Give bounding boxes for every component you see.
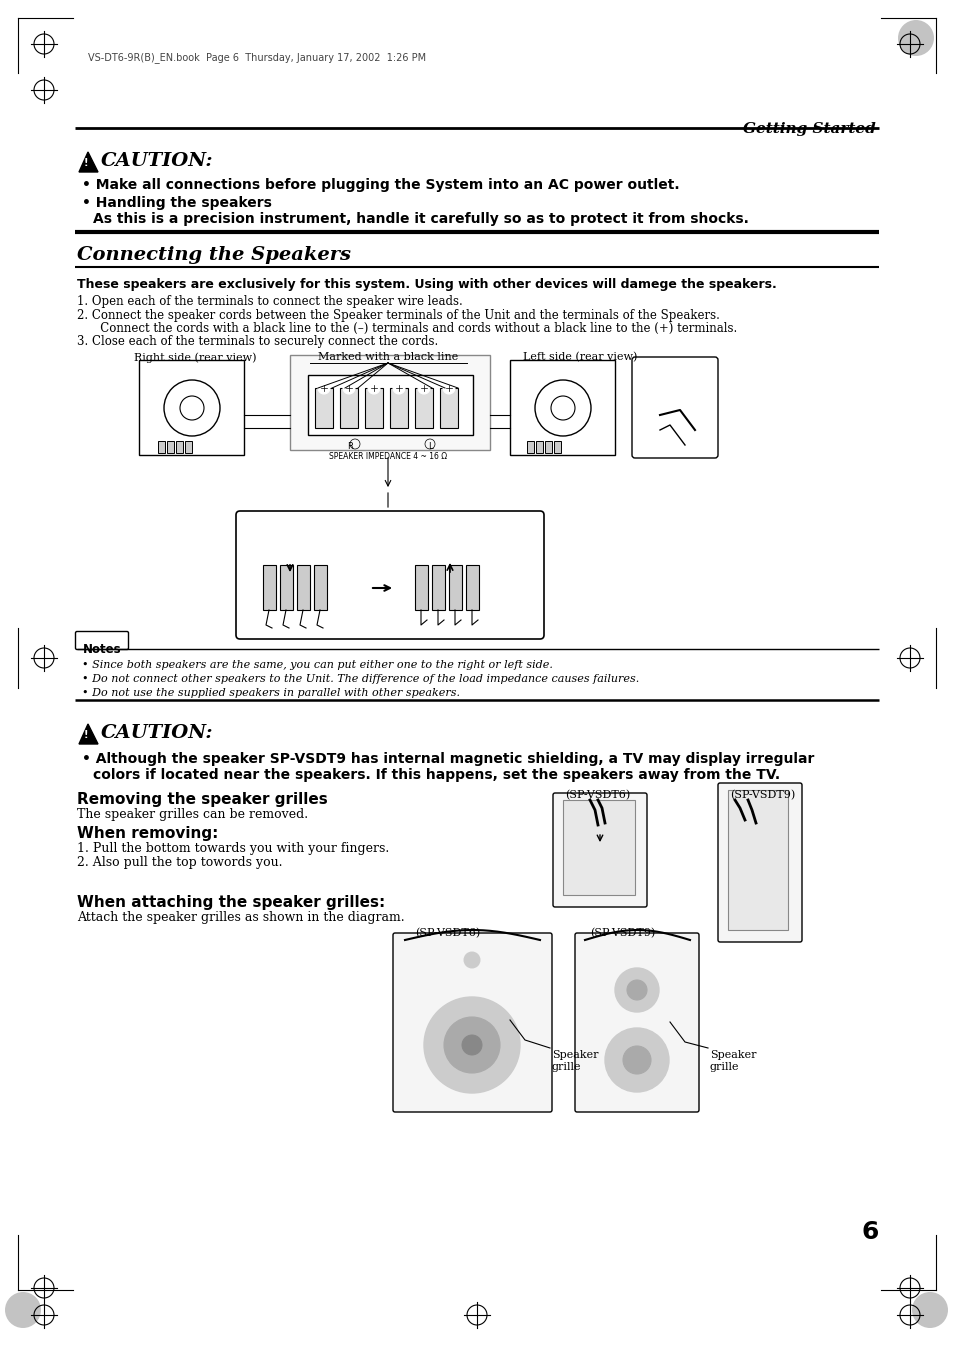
- Text: colors if located near the speakers. If this happens, set the speakers away from: colors if located near the speakers. If …: [92, 767, 780, 782]
- Text: • Do not connect other speakers to the Unit. The difference of the load impedanc: • Do not connect other speakers to the U…: [82, 674, 639, 684]
- Text: Speaker
grille: Speaker grille: [709, 1050, 756, 1071]
- Text: When removing:: When removing:: [77, 825, 218, 842]
- Text: CAUTION:: CAUTION:: [101, 724, 213, 742]
- FancyBboxPatch shape: [718, 784, 801, 942]
- Circle shape: [461, 1035, 481, 1055]
- Text: The speaker grilles can be removed.: The speaker grilles can be removed.: [77, 808, 308, 821]
- FancyBboxPatch shape: [290, 355, 490, 450]
- Circle shape: [604, 1028, 668, 1092]
- Text: CAUTION:: CAUTION:: [101, 153, 213, 170]
- FancyBboxPatch shape: [158, 440, 165, 453]
- FancyBboxPatch shape: [314, 388, 333, 428]
- Text: Getting Started: Getting Started: [742, 122, 875, 136]
- Text: (SP-VSDT9): (SP-VSDT9): [589, 928, 655, 939]
- Circle shape: [368, 382, 379, 394]
- FancyBboxPatch shape: [314, 565, 327, 611]
- FancyBboxPatch shape: [727, 790, 787, 929]
- FancyBboxPatch shape: [175, 440, 183, 453]
- FancyBboxPatch shape: [185, 440, 192, 453]
- Text: Marked with a black line: Marked with a black line: [317, 353, 457, 362]
- FancyBboxPatch shape: [536, 440, 542, 453]
- Circle shape: [5, 1292, 41, 1328]
- Circle shape: [463, 952, 479, 969]
- FancyBboxPatch shape: [562, 800, 635, 894]
- FancyBboxPatch shape: [510, 359, 615, 455]
- Text: 2. Connect the speaker cords between the Speaker terminals of the Unit and the t: 2. Connect the speaker cords between the…: [77, 309, 720, 322]
- FancyBboxPatch shape: [575, 934, 699, 1112]
- Circle shape: [317, 382, 330, 394]
- Circle shape: [615, 969, 659, 1012]
- Text: 2. Also pull the top towords you.: 2. Also pull the top towords you.: [77, 857, 282, 869]
- Text: !: !: [84, 730, 89, 740]
- Text: • Since both speakers are the same, you can put either one to the right or left : • Since both speakers are the same, you …: [82, 661, 553, 670]
- Circle shape: [343, 382, 355, 394]
- Text: Removing the speaker grilles: Removing the speaker grilles: [77, 792, 328, 807]
- FancyBboxPatch shape: [526, 440, 534, 453]
- Circle shape: [417, 382, 430, 394]
- Circle shape: [626, 979, 646, 1000]
- FancyBboxPatch shape: [390, 388, 408, 428]
- Text: (SP-VSDT9): (SP-VSDT9): [729, 790, 795, 800]
- FancyBboxPatch shape: [393, 934, 552, 1112]
- FancyBboxPatch shape: [263, 565, 275, 611]
- Text: 6: 6: [861, 1220, 878, 1244]
- Text: 1. Open each of the terminals to connect the speaker wire leads.: 1. Open each of the terminals to connect…: [77, 295, 462, 308]
- Text: (SP-VSDT6): (SP-VSDT6): [564, 790, 630, 800]
- Text: 3. Close each of the terminals to securely connect the cords.: 3. Close each of the terminals to secure…: [77, 335, 437, 349]
- Circle shape: [911, 1292, 947, 1328]
- Text: • Although the speaker SP-VSDT9 has internal magnetic shielding, a TV may displa: • Although the speaker SP-VSDT9 has inte…: [82, 753, 814, 766]
- Circle shape: [897, 20, 933, 55]
- Text: Notes: Notes: [83, 643, 121, 657]
- Text: As this is a precision instrument, handle it carefully so as to protect it from : As this is a precision instrument, handl…: [92, 212, 748, 226]
- Text: Right side (rear view): Right side (rear view): [133, 353, 256, 362]
- Circle shape: [622, 1046, 650, 1074]
- Text: • Make all connections before plugging the System into an AC power outlet.: • Make all connections before plugging t…: [82, 178, 679, 192]
- Polygon shape: [79, 153, 98, 172]
- FancyBboxPatch shape: [167, 440, 173, 453]
- Text: !: !: [84, 158, 89, 168]
- FancyBboxPatch shape: [432, 565, 444, 611]
- FancyBboxPatch shape: [631, 357, 718, 458]
- FancyBboxPatch shape: [544, 440, 552, 453]
- Text: • Handling the speakers: • Handling the speakers: [82, 196, 272, 209]
- Text: Attach the speaker grilles as shown in the diagram.: Attach the speaker grilles as shown in t…: [77, 911, 404, 924]
- Circle shape: [423, 997, 519, 1093]
- Circle shape: [393, 382, 405, 394]
- Text: L: L: [427, 442, 432, 451]
- Circle shape: [443, 1017, 499, 1073]
- FancyBboxPatch shape: [365, 388, 382, 428]
- Text: R: R: [347, 442, 353, 451]
- Text: These speakers are exclusively for this system. Using with other devices will da: These speakers are exclusively for this …: [77, 278, 776, 290]
- FancyBboxPatch shape: [139, 359, 244, 455]
- Text: SPEAKER IMPEDANCE 4 ~ 16 Ω: SPEAKER IMPEDANCE 4 ~ 16 Ω: [329, 453, 447, 461]
- Text: VS-DT6-9R(B)_EN.book  Page 6  Thursday, January 17, 2002  1:26 PM: VS-DT6-9R(B)_EN.book Page 6 Thursday, Ja…: [88, 51, 426, 63]
- FancyBboxPatch shape: [235, 511, 543, 639]
- Text: Left side (rear view): Left side (rear view): [522, 353, 637, 362]
- Text: Speaker
grille: Speaker grille: [552, 1050, 598, 1071]
- FancyBboxPatch shape: [280, 565, 293, 611]
- Text: When attaching the speaker grilles:: When attaching the speaker grilles:: [77, 894, 385, 911]
- FancyBboxPatch shape: [465, 565, 478, 611]
- FancyBboxPatch shape: [553, 793, 646, 907]
- FancyBboxPatch shape: [439, 388, 457, 428]
- Circle shape: [442, 382, 455, 394]
- FancyBboxPatch shape: [339, 388, 357, 428]
- FancyBboxPatch shape: [554, 440, 560, 453]
- Text: Connect the cords with a black line to the (–) terminals and cords without a bla: Connect the cords with a black line to t…: [89, 322, 737, 335]
- Text: • Do not use the supplied speakers in parallel with other speakers.: • Do not use the supplied speakers in pa…: [82, 688, 459, 698]
- FancyBboxPatch shape: [296, 565, 310, 611]
- Text: 1. Pull the bottom towards you with your fingers.: 1. Pull the bottom towards you with your…: [77, 842, 389, 855]
- FancyBboxPatch shape: [415, 388, 433, 428]
- FancyBboxPatch shape: [308, 376, 473, 435]
- Text: (SP-VSDT6): (SP-VSDT6): [415, 928, 479, 939]
- FancyBboxPatch shape: [449, 565, 461, 611]
- Text: Connecting the Speakers: Connecting the Speakers: [77, 246, 351, 263]
- Polygon shape: [79, 724, 98, 744]
- FancyBboxPatch shape: [415, 565, 428, 611]
- FancyBboxPatch shape: [75, 631, 129, 650]
